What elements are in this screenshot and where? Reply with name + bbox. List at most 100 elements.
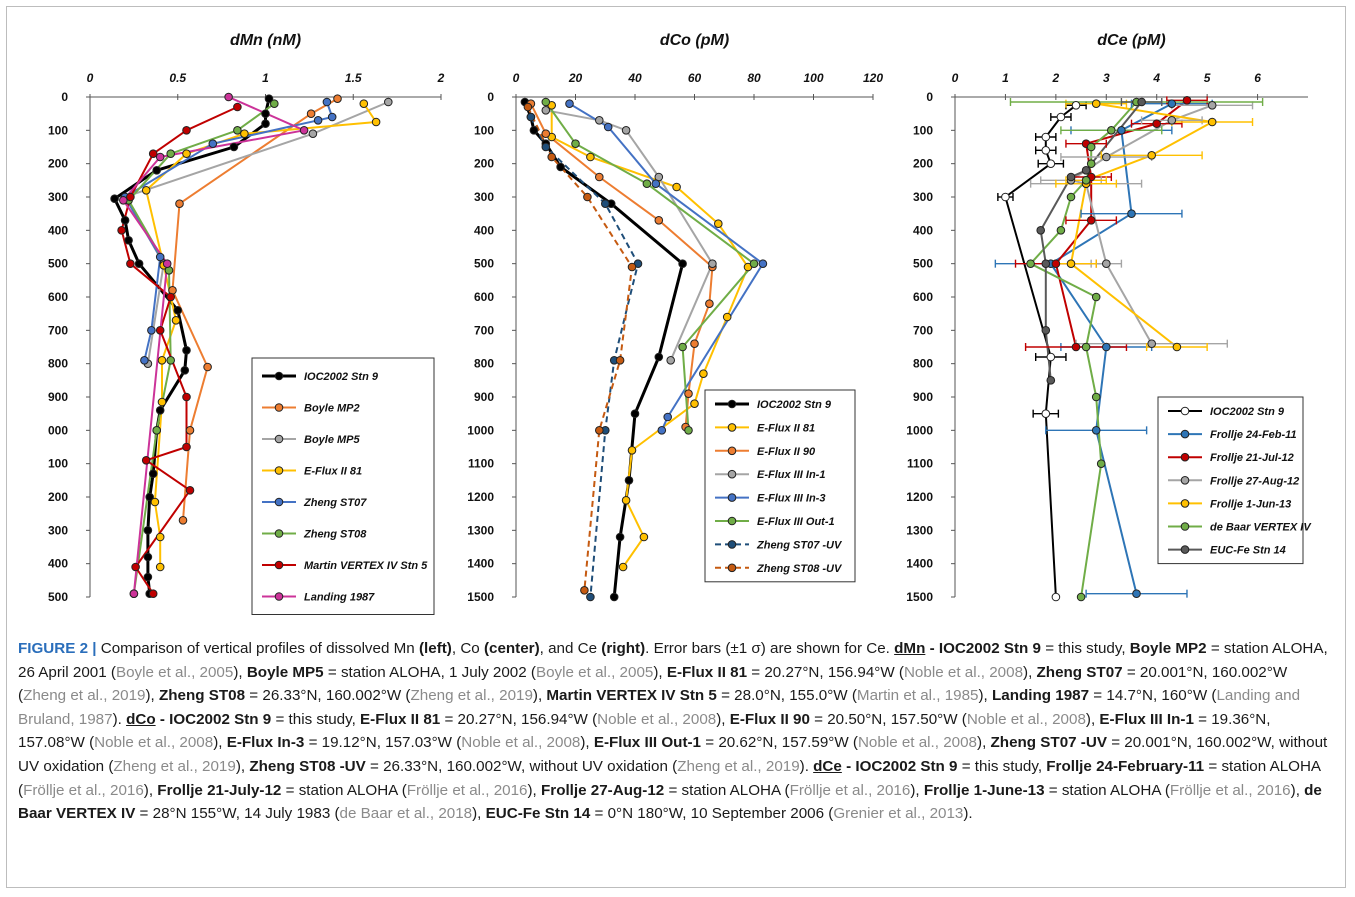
legend-swatch-marker [727,540,737,549]
y-tick-label: 600 [48,290,68,304]
data-point [155,152,165,162]
data-point [299,126,309,135]
caption-text: = station ALOHA, 1 July 2002 ( [323,663,536,681]
x-tick-label: 60 [688,71,702,85]
y-tick-label: 300 [913,190,933,204]
data-point [120,216,130,225]
y-tick-label: 400 [474,223,494,237]
data-point [1096,459,1106,469]
caption-text: = station ALOHA ( [664,781,790,799]
y-tick-label: 600 [913,290,933,304]
y-tick-label: 800 [48,357,68,371]
data-point [1001,192,1010,202]
data-point [705,299,714,309]
caption-text: . Error bars (±1 σ) are shown for Ce. [645,640,895,657]
caption-text: , Co [451,640,484,657]
caption-text: = station ALOHA ( [1044,781,1170,799]
data-point [359,99,369,108]
caption-reference: Zheng et al., 2019 [113,757,236,775]
x-tick-label: 20 [568,71,583,85]
data-point [526,112,536,122]
data-point [166,292,175,302]
legend-swatch-marker [274,592,284,601]
data-point [155,532,165,542]
data-point [233,102,242,112]
x-tick-label: 120 [863,71,883,85]
y-tick-label: 1000 [467,423,494,437]
y-tick-label: 1100 [468,457,494,471]
chart-title: dMn (nM) [230,32,301,49]
series-line-3 [124,101,389,364]
series-line-6 [127,102,275,594]
caption-bold: Zheng ST07 [1036,663,1123,681]
data-point [1086,142,1096,152]
data-point [1147,339,1156,349]
data-point [140,356,149,365]
caption-bold: Boyle MP5 [246,663,324,681]
legend-swatch-marker [1180,452,1190,462]
data-point [1086,159,1096,168]
caption-bold: - IOC2002 Stn 9 [841,757,958,775]
series-line-4 [545,109,714,361]
legend-swatch-marker [1180,499,1190,508]
x-tick-label: 6 [1254,71,1261,85]
y-tick-label: 200 [913,157,933,171]
caption-text: = 14.7°N, 160°W ( [1089,687,1217,705]
caption-bold: (center) [483,640,540,657]
chart-panel-2: dCo (pM)0 20 40 60 80 100 12001002003004005006… [467,32,883,604]
caption-reference: Fröllje et al., 2016 [23,781,144,799]
caption-text: = 20.001°N, 160.002°W ( [18,663,1288,705]
data-point [143,572,153,582]
y-tick-label: 1300 [467,523,494,537]
data-point [327,112,337,122]
data-point [1167,99,1177,108]
y-tick-label: 300 [48,523,68,537]
y-tick-label: 000 [48,423,68,437]
data-point [162,259,172,269]
data-point [203,362,212,372]
data-point [175,199,184,208]
data-point [541,129,551,138]
data-point [529,126,539,135]
data-point [690,339,699,349]
legend-label: IOC2002 Stn 9 [304,371,379,383]
caption-text: ), [472,805,486,823]
data-point [152,166,161,175]
caption-text: ), [1023,663,1037,681]
caption-bold: Martin VERTEX IV Stn 5 [546,687,717,705]
data-point [1086,216,1096,225]
data-point [1107,126,1116,135]
legend-swatch-marker [274,466,284,475]
x-tick-label: 0 [513,71,520,85]
data-point [1207,101,1217,110]
y-tick-label: 600 [474,290,494,304]
data-point [642,179,652,188]
x-tick-label: 0 [87,71,94,85]
data-point [1066,172,1076,182]
data-point [240,129,249,138]
data-point [261,119,270,128]
data-point [571,139,580,148]
data-point [150,497,160,507]
caption-body: Comparison of vertical profiles of disso… [18,640,1328,822]
chart-panel-3: dCe (pM) 0 1 2 3 4 5 6 0 100 200 300 400 500 600 700 800… [906,32,1312,604]
caption-bold: Boyle MP2 [1129,640,1207,657]
caption-section-label: dMn [894,640,926,657]
x-tick-label: 40 [627,71,642,85]
caption-text: ), [235,757,250,775]
data-point [148,469,158,479]
data-point [556,162,565,172]
data-point [1041,409,1051,419]
data-point [541,142,551,152]
y-tick-label: 400 [48,557,68,571]
caption-text: = 28°N 155°W, 14 July 1983 ( [135,805,340,823]
legend-swatch-marker [727,399,737,409]
legend-swatch-marker [727,423,737,432]
data-point [624,476,634,485]
data-point [313,116,323,125]
data-point [185,426,195,435]
legend-label: E-Flux II 81 [757,422,815,434]
data-point [1207,117,1217,127]
series-line-5 [1070,102,1214,348]
data-point [173,306,183,315]
